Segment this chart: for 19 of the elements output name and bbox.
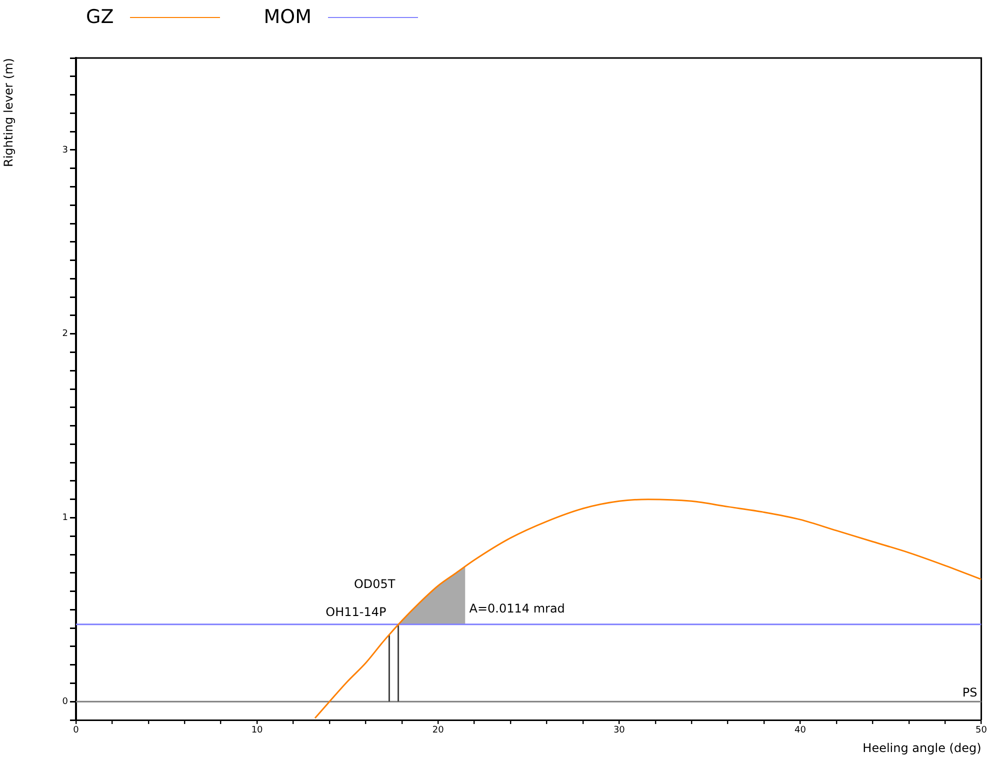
y-axis-title: Righting lever (m)	[1, 58, 16, 167]
y-tick-label: 1	[62, 513, 68, 524]
x-tick-label: 30	[613, 726, 626, 736]
legend-label: MOM	[264, 6, 312, 28]
legend-label: GZ	[86, 6, 114, 28]
x-tick-label: 50	[976, 726, 988, 736]
ref-line-label: OH11-14P	[326, 604, 386, 619]
x-tick-label: 20	[432, 726, 444, 736]
x-tick-label: 40	[794, 726, 806, 736]
y-tick-label: 3	[62, 145, 68, 156]
y-tick-label: 0	[62, 696, 68, 707]
ref-line-label: OD05T	[354, 576, 396, 591]
annotation: PS	[962, 686, 978, 700]
y-tick-label: 2	[62, 329, 68, 340]
line-series	[314, 498, 982, 719]
x-tick-label: 0	[73, 726, 80, 736]
x-tick-label: 10	[251, 726, 264, 736]
series-label: A=0.0114 mrad	[469, 601, 565, 616]
x-axis-title: Heeling angle (deg)	[862, 740, 982, 755]
